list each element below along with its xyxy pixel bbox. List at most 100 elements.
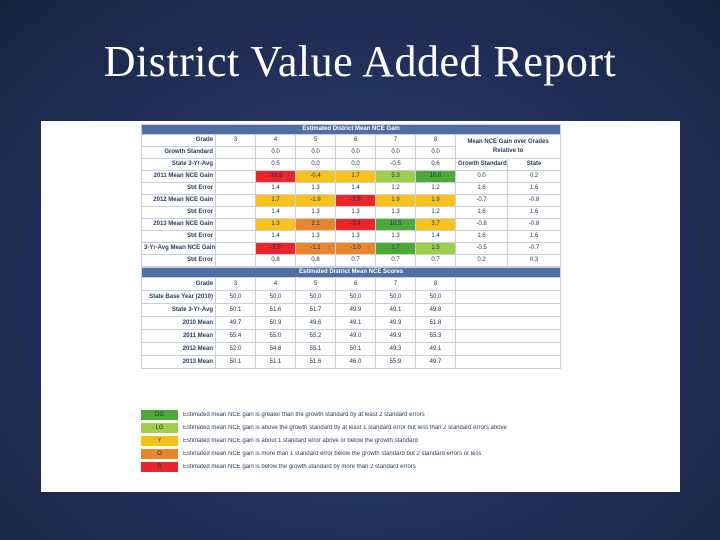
value-cell: 1.7 [335, 170, 376, 183]
value-cell: 1.2 [415, 182, 456, 195]
value-cell: 50.1 [215, 355, 256, 369]
row-label: 2013 Mean NCE Gain [141, 218, 216, 231]
value-cell: 49.1 [335, 316, 376, 330]
grade-cell: 4 [255, 134, 296, 147]
scores-table: Estimated District Mean NCE Scores Grade 3… [140, 267, 562, 369]
grade-label: Grade [141, 134, 216, 147]
value-cell: 1.2 [415, 206, 456, 219]
side-cell: 0.3 [506, 254, 562, 267]
gain-table-title: Estimated District Mean NCE Gain [140, 124, 562, 135]
legend-row: Y Estimated mean NCE gain is about 1 stan… [141, 436, 560, 446]
value-cell: 1.7 [375, 242, 416, 255]
row-label: 2013 Mean [141, 355, 216, 369]
row-label: Std Error [141, 206, 216, 219]
gain-table-row: Std Error 1.4 1.3 1.3 1.3 1.4 1.6 1.6 [141, 230, 562, 243]
value-cell: 50.0 [375, 290, 416, 304]
legend-swatch: R [141, 462, 178, 472]
value-cell: 49.1 [415, 342, 456, 356]
value-cell: 49.7 [415, 355, 456, 369]
value-cell: -1.0 [335, 242, 376, 255]
gain-table-row: 3-Yr-Avg Mean NCE Gain -2.5 -1.1 -1.0 1.7 1.5… [141, 242, 562, 255]
value-cell: 55.2 [295, 329, 336, 343]
value-cell: 52.0 [215, 342, 256, 356]
value-cell: 0.0 [295, 158, 336, 171]
legend-text: Estimated mean NCE gain is about 1 stand… [183, 438, 418, 444]
gain-table-row: Std Error 1.4 1.3 1.3 1.3 1.2 1.6 1.6 [141, 206, 562, 219]
empty-cell [454, 329, 562, 343]
row-label: 2010 Mean [141, 316, 216, 330]
row-label: Std Error [141, 182, 216, 195]
value-cell: 55.3 [415, 329, 456, 343]
value-cell: 49.7 [215, 316, 256, 330]
value-cell: -10.8 [255, 170, 296, 183]
gain-table-header-row: Estimated District Mean NCE Gain [140, 124, 562, 135]
side-cell: 0.0 [455, 170, 508, 183]
slide-title: District Value Added Report [103, 37, 617, 86]
value-cell: 50.0 [255, 290, 296, 304]
empty-cell [454, 290, 562, 304]
row-label: 2012 Mean [141, 342, 216, 356]
grade-cell: 7 [375, 134, 416, 147]
value-cell: 1.5 [415, 242, 456, 255]
row-label: Std Error [141, 254, 216, 267]
side-cell: 1.6 [455, 206, 508, 219]
value-cell: 1.2 [375, 182, 416, 195]
grade-label: Grade [141, 277, 216, 291]
legend-text: Estimated mean NCE gain is below the gro… [183, 464, 416, 470]
value-cell: 1.3 [335, 230, 376, 243]
value-cell [215, 194, 256, 207]
value-cell: 0.7 [375, 254, 416, 267]
value-cell: -0.5 [375, 158, 416, 171]
scores-table-row: 2013 Mean 50.1 51.1 51.6 46.0 55.9 49.7 [141, 355, 562, 369]
gain-table-row: Std Error 0.8 0.8 0.7 0.7 0.7 0.2 0.3 [141, 254, 562, 267]
value-cell: 1.4 [415, 230, 456, 243]
scores-table-row: 2012 Mean 52.0 54.8 55.1 50.1 49.3 49.1 [141, 342, 562, 356]
scores-table-row: State Base Year (2010) 50.0 50.0 50.0 50.0 50… [141, 290, 562, 304]
value-cell: 50.0 [215, 290, 256, 304]
side-cell: 1.6 [506, 182, 562, 195]
value-cell: 51.6 [295, 355, 336, 369]
side-cell: -0.8 [506, 194, 562, 207]
value-cell: 51.8 [415, 316, 456, 330]
value-cell: 0.7 [415, 254, 456, 267]
value-cell [215, 182, 256, 195]
value-cell: 0.5 [255, 158, 296, 171]
grade-cell: 8 [415, 277, 456, 291]
value-cell: 50.9 [255, 316, 296, 330]
value-cell: 0.7 [335, 254, 376, 267]
value-cell: 1.4 [255, 206, 296, 219]
value-cell: -2.5 [255, 242, 296, 255]
row-label: State 3-Yr-Avg [141, 303, 216, 317]
value-cell: 1.3 [375, 230, 416, 243]
value-cell: -1.1 [295, 242, 336, 255]
value-cell: -1.9 [295, 194, 336, 207]
scores-table-title: Estimated District Mean NCE Scores [140, 267, 562, 278]
side-cell: 1.6 [455, 182, 508, 195]
value-cell: 51.6 [255, 303, 296, 317]
legend-row: R Estimated mean NCE gain is below the gr… [141, 462, 560, 472]
value-cell: 55.0 [255, 329, 296, 343]
legend-swatch: LG [141, 423, 178, 433]
grade-cell: 6 [335, 277, 376, 291]
legend-text: Estimated mean NCE gain is above the gro… [183, 425, 507, 431]
value-cell: 54.8 [255, 342, 296, 356]
value-cell: 1.4 [255, 230, 296, 243]
legend-row: DG Estimated mean NCE gain is greater tha… [141, 410, 560, 420]
value-cell [215, 170, 256, 183]
value-cell: 10.0 [415, 170, 456, 183]
side-cell: 1.6 [506, 206, 562, 219]
value-cell: 51.1 [255, 355, 296, 369]
empty-cell [454, 355, 562, 369]
side-cell: 1.6 [506, 230, 562, 243]
legend-row: LG Estimated mean NCE gain is above the g… [141, 423, 560, 433]
value-cell: 0.0 [335, 146, 376, 159]
report-image: Estimated District Mean NCE Gain Grade 3 4 5… [41, 121, 680, 492]
value-cell: 50.0 [335, 290, 376, 304]
value-cell [215, 254, 256, 267]
value-cell: 1.4 [335, 182, 376, 195]
side-cell: 0.2 [455, 254, 508, 267]
value-cell: 0.0 [415, 146, 456, 159]
scores-table-row: 2011 Mean 55.4 55.0 55.2 49.0 49.9 55.3 [141, 329, 562, 343]
value-cell: 1.3 [255, 218, 296, 231]
value-cell: 1.4 [255, 182, 296, 195]
